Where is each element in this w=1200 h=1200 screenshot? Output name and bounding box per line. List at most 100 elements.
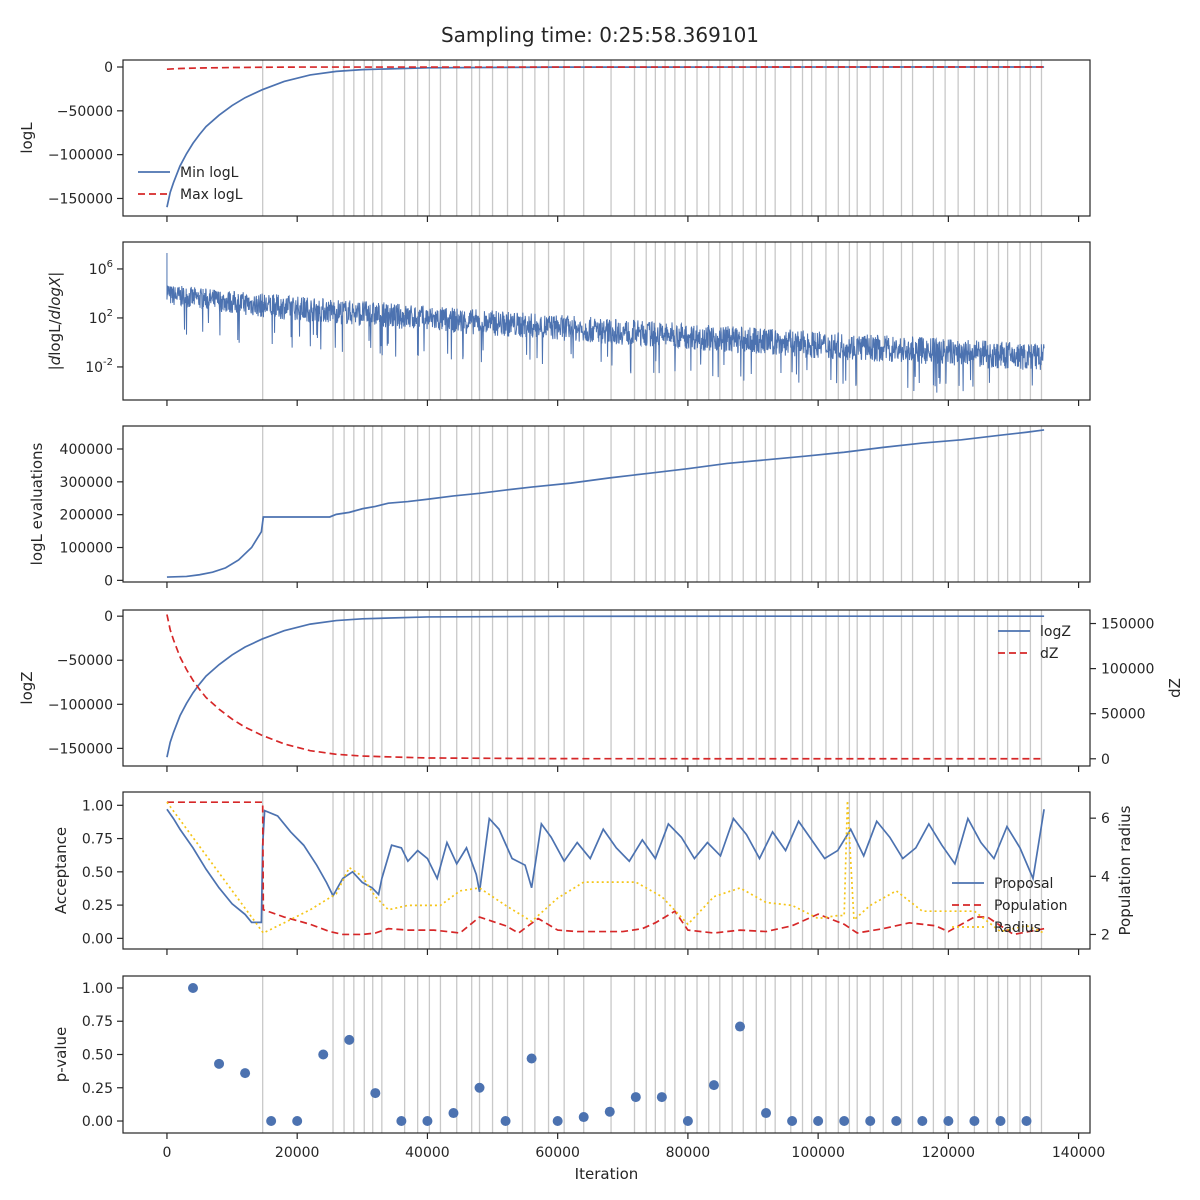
y-tick-label: 0	[104, 609, 113, 625]
insertion-lines	[262, 610, 1043, 766]
pvalue-point	[500, 1116, 511, 1127]
y2-tick-label: 100000	[1101, 662, 1154, 678]
pvalue-point	[188, 982, 199, 993]
pvalue-point	[604, 1106, 615, 1117]
axes-frame	[122, 241, 1091, 401]
series-population	[166, 801, 1045, 936]
y-axis-label: |dlogL/dlogX|	[46, 272, 64, 371]
y-tick-label: 0	[104, 573, 113, 589]
series-max-logl	[166, 66, 1045, 71]
y-tick-label: 400000	[60, 442, 113, 458]
y-tick-label: 0.00	[82, 1114, 113, 1130]
pvalue-point	[943, 1116, 954, 1127]
insertion-lines	[262, 60, 1043, 216]
y-axis-label: logZ	[18, 671, 36, 704]
panel-logZ: 0 −50000 −100000 −150000 0 50000 100000 150000 l…	[18, 609, 1184, 772]
y-tick-label: 0.25	[82, 1081, 113, 1097]
pvalue-point	[630, 1092, 641, 1103]
panel-logL: 0 −50000 −100000 −150000 logL Min logL Max log…	[18, 59, 1091, 222]
y2-tick-label: 0	[1101, 752, 1110, 768]
y-tick-label: 0.75	[82, 832, 113, 848]
y-tick-label: 102	[89, 308, 113, 327]
x-tick-label: 80000	[666, 1145, 711, 1161]
pvalue-point	[813, 1116, 824, 1127]
x-tick-label: 120000	[922, 1145, 975, 1161]
y2-tick-label: 4	[1101, 869, 1110, 885]
insertion-lines	[262, 426, 1043, 582]
insertion-lines	[262, 792, 1043, 949]
legend-label: Max logL	[180, 187, 243, 203]
y-tick-label: 1.00	[82, 798, 113, 814]
y-tick-label: −50000	[57, 104, 113, 120]
x-axis-label: Iteration	[575, 1165, 639, 1183]
pvalue-point	[214, 1058, 225, 1069]
y-tick-label: −150000	[48, 191, 113, 207]
y-tick-label: 1.00	[82, 981, 113, 997]
legend: Min logL Max logL	[138, 165, 243, 203]
legend-label: Proposal	[994, 876, 1053, 892]
pvalue-point	[995, 1116, 1006, 1127]
y-tick-label: 106	[89, 259, 113, 278]
pvalue-point	[656, 1092, 667, 1103]
y-tick-label: 0.50	[82, 1048, 113, 1064]
pvalue-point	[344, 1034, 355, 1045]
y2-axis-label: Population radius	[1116, 805, 1134, 935]
y-tick-label: 0	[104, 60, 113, 76]
legend-label: logZ	[1040, 624, 1071, 640]
y-tick-label: −100000	[48, 697, 113, 713]
axes-frame	[122, 791, 1091, 950]
pvalue-point	[891, 1116, 902, 1127]
y-tick-label: 300000	[60, 475, 113, 491]
x-tick-label: 140000	[1052, 1145, 1105, 1161]
pvalue-point	[292, 1116, 303, 1127]
pvalue-point	[474, 1082, 485, 1093]
pvalue-point	[370, 1088, 381, 1099]
y-axis-label: p-value	[52, 1027, 70, 1083]
chart-title: Sampling time: 0:25:58.369101	[441, 23, 759, 47]
y-tick-label: −150000	[48, 741, 113, 757]
legend-label: Radius	[994, 920, 1041, 936]
pvalue-point	[1021, 1116, 1032, 1127]
legend: logZ dZ	[998, 624, 1071, 662]
x-tick-label: 0	[162, 1145, 171, 1161]
pvalue-point	[422, 1116, 433, 1127]
series-dlogL	[166, 253, 1045, 393]
y-tick-label: 0.00	[82, 931, 113, 947]
y-tick-label: 0.75	[82, 1014, 113, 1030]
pvalue-point	[839, 1116, 850, 1127]
pvalue-point	[969, 1116, 980, 1127]
x-tick-label: 60000	[535, 1145, 580, 1161]
y-tick-label: 200000	[60, 508, 113, 524]
y2-tick-label: 150000	[1101, 617, 1154, 633]
y2-axis-label: dZ	[1166, 678, 1184, 698]
y2-tick-label: 2	[1101, 927, 1110, 943]
series-proposal	[166, 808, 1045, 924]
y2-tick-label: 6	[1101, 811, 1110, 827]
pvalue-point	[761, 1108, 772, 1119]
panel-dlogL: 106 102 10-2 |dlogL/dlogX|	[46, 241, 1091, 406]
y-tick-label: −50000	[57, 653, 113, 669]
series-dz	[166, 614, 1045, 760]
series-logz	[166, 615, 1045, 758]
pvalue-point	[917, 1116, 928, 1127]
panel-evals: 0 100000 200000 300000 400000 logL evaluation…	[28, 425, 1091, 589]
axes-frame	[122, 609, 1091, 767]
x-tick-label: 100000	[791, 1145, 844, 1161]
series-evals	[166, 429, 1045, 578]
pvalue-point	[396, 1116, 407, 1127]
insertion-lines	[262, 242, 1043, 400]
x-tick-label: 40000	[405, 1145, 450, 1161]
y-axis-label: logL evaluations	[28, 442, 46, 565]
insertion-lines	[262, 976, 1043, 1133]
pvalue-point	[266, 1116, 277, 1127]
y2-tick-label: 50000	[1101, 707, 1146, 723]
legend: Proposal Population Radius	[952, 876, 1068, 936]
y-axis-label: logL	[18, 122, 36, 154]
pvalue-point	[734, 1021, 745, 1032]
y-tick-label: 100000	[60, 541, 113, 557]
y-tick-label: 10-2	[85, 357, 113, 376]
pvalue-point	[318, 1049, 329, 1060]
x-tick-label: 20000	[275, 1145, 320, 1161]
subplot-stack: 0 −50000 −100000 −150000 logL Min logL Max log…	[18, 59, 1184, 1183]
panel-pvalue: 0 20000 40000 60000 80000 100000 120000 140000 0…	[52, 975, 1105, 1183]
